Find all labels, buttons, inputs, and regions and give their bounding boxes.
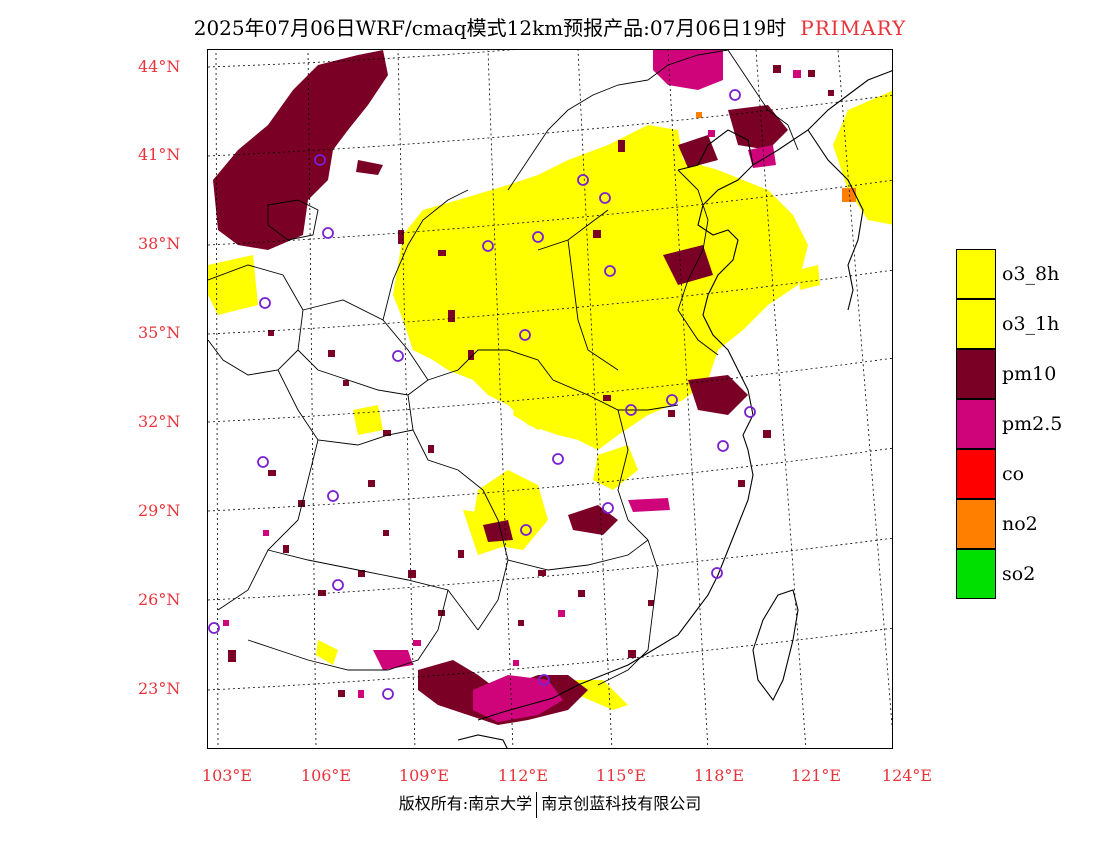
legend-label: pm2.5 xyxy=(1002,413,1063,435)
legend-item-no2: no2 xyxy=(956,499,1076,549)
legend-swatch xyxy=(956,249,996,299)
legend-swatch xyxy=(956,549,996,599)
legend-swatch xyxy=(956,399,996,449)
site-markers xyxy=(208,89,756,700)
legend-swatch xyxy=(956,499,996,549)
legend-item-pm25: pm2.5 xyxy=(956,399,1076,449)
title-text: 2025年07月06日WRF/cmaq模式12km预报产品:07月06日19时 xyxy=(193,16,787,40)
coastline xyxy=(457,70,892,748)
legend-label: so2 xyxy=(1002,563,1036,585)
lat-label-35: 35°N xyxy=(138,323,181,342)
scattered-pm10 xyxy=(228,65,834,697)
lon-label-118: 118°E xyxy=(693,766,745,785)
legend: o3_8h o3_1h pm10 pm2.5 co no2 so2 xyxy=(956,249,1076,599)
o3-region xyxy=(208,90,892,710)
legend-label: o3_8h xyxy=(1002,263,1060,285)
map-panel xyxy=(207,49,893,749)
lon-label-112: 112°E xyxy=(497,766,549,785)
lon-label-103: 103°E xyxy=(201,766,253,785)
legend-label: pm10 xyxy=(1002,363,1057,385)
legend-label: co xyxy=(1002,463,1025,485)
copyright-footer: 版权所有:南京大学 南京创蓝科技有限公司 xyxy=(0,790,1100,818)
lon-label-106: 106°E xyxy=(300,766,352,785)
lon-label-109: 109°E xyxy=(398,766,450,785)
legend-label: o3_1h xyxy=(1002,313,1060,335)
footer-right: 南京创蓝科技有限公司 xyxy=(541,794,702,813)
lon-label-124: 124°E xyxy=(881,766,933,785)
legend-item-o3-8h: o3_8h xyxy=(956,249,1076,299)
lat-label-44: 44°N xyxy=(138,57,181,76)
scattered-pm25 xyxy=(223,70,801,698)
legend-item-so2: so2 xyxy=(956,549,1076,599)
legend-item-o3-1h: o3_1h xyxy=(956,299,1076,349)
legend-label: no2 xyxy=(1002,513,1038,535)
lat-label-29: 29°N xyxy=(138,501,181,520)
map-canvas xyxy=(208,50,892,748)
legend-swatch xyxy=(956,349,996,399)
lat-label-23: 23°N xyxy=(138,679,181,698)
boundaries xyxy=(208,50,799,686)
lon-label-121: 121°E xyxy=(790,766,842,785)
legend-item-co: co xyxy=(956,449,1076,499)
map-title: 2025年07月06日WRF/cmaq模式12km预报产品:07月06日19时 P… xyxy=(0,12,1100,41)
lat-label-26: 26°N xyxy=(138,590,181,609)
footer-divider xyxy=(536,791,538,818)
no2-spot xyxy=(842,188,856,202)
footer-left: 版权所有:南京大学 xyxy=(398,794,533,813)
legend-item-pm10: pm10 xyxy=(956,349,1076,399)
legend-swatch xyxy=(956,449,996,499)
lat-label-38: 38°N xyxy=(138,234,181,253)
lat-label-41: 41°N xyxy=(138,145,181,164)
legend-swatch xyxy=(956,299,996,349)
pm25-region xyxy=(373,50,776,722)
lon-label-115: 115°E xyxy=(595,766,647,785)
primary-tag: PRIMARY xyxy=(800,16,907,40)
graticule xyxy=(208,50,892,748)
lat-label-32: 32°N xyxy=(138,412,181,431)
no2-spot-2 xyxy=(696,112,702,118)
